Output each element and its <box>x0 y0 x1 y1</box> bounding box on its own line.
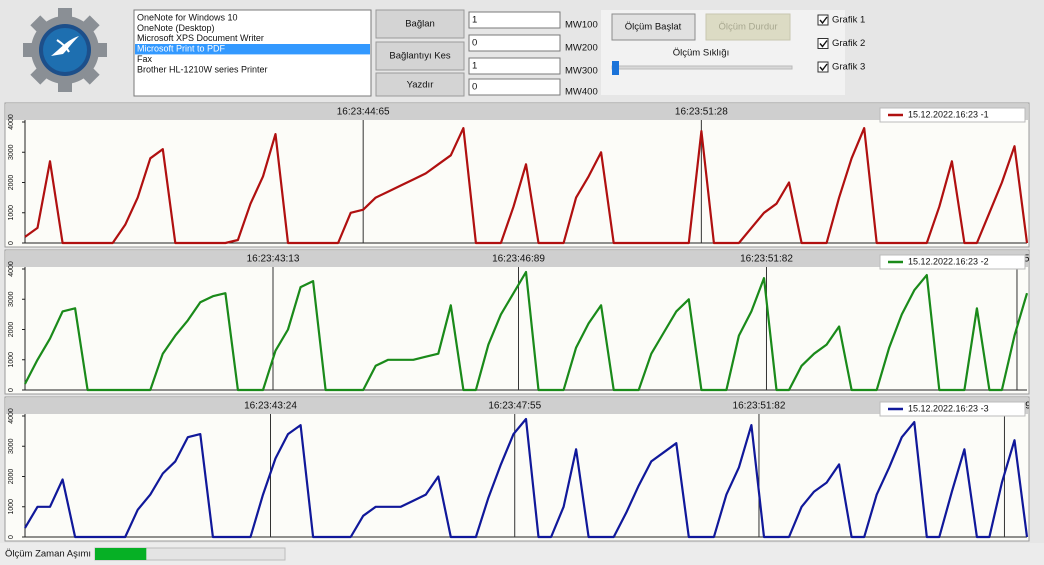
button-label: Ölçüm Başlat <box>625 22 682 33</box>
legend-label: 15.12.2022.16:23 -3 <box>908 403 989 413</box>
chart-panel <box>4 249 1030 395</box>
device-item[interactable]: OneNote for Windows 10 <box>137 12 238 22</box>
chart: 0 1000 2000 3000 4000 16:23:44:65 16:23:51:28 1… <box>4 102 1030 248</box>
register-label: MW400 <box>565 87 598 98</box>
logo <box>23 8 107 92</box>
device-item: Microsoft Print to PDF <box>137 44 226 54</box>
register-value: 1 <box>472 15 477 26</box>
chart-header <box>6 251 1028 267</box>
chart: 0 1000 2000 3000 4000 16:23:43:13 16:23:46:89 1… <box>4 249 1030 395</box>
y-tick-label: 2000 <box>8 469 15 485</box>
device-item: Brother HL-1210W series Printer <box>137 64 268 74</box>
legend-label: 15.12.2022.16:23 -1 <box>908 109 989 119</box>
check-mark <box>819 63 828 72</box>
legend-box <box>879 401 1026 417</box>
connect-button[interactable] <box>375 9 465 39</box>
time-label: 16:23:43:24 <box>244 401 297 412</box>
plot: 0 1000 2000 3000 4000 16:23:44:65 16:23:51:28 <box>8 107 1029 245</box>
legend-box <box>879 107 1026 123</box>
register-input[interactable] <box>468 78 561 96</box>
frequency-label: Ölçüm Sıklığı <box>673 48 730 59</box>
stop-button[interactable] <box>705 13 791 41</box>
button-label: Bağlan <box>405 19 435 30</box>
series-line <box>24 270 1029 392</box>
time-label: 16:23:43:13 <box>247 254 300 265</box>
register-label: MW200 <box>565 43 598 54</box>
checkbox[interactable] <box>817 38 829 49</box>
time-label: 16:23:51:82 <box>740 254 793 265</box>
y-tick-label: 3000 <box>8 291 15 307</box>
print-button[interactable] <box>375 72 465 97</box>
chart-header <box>6 398 1028 414</box>
start-button[interactable] <box>611 13 696 41</box>
register-label: MW300 <box>565 66 598 77</box>
device-item: Fax <box>137 54 153 64</box>
checkbox-label: Grafik 2 <box>832 38 865 49</box>
device-item: Microsoft XPS Document Writer <box>137 33 264 43</box>
checkbox-label: Grafik 1 <box>832 15 865 26</box>
button-label: Bağlantıyı Kes <box>389 51 451 62</box>
y-tick-label: 0 <box>8 241 15 245</box>
register-input[interactable] <box>468 57 561 75</box>
series-line <box>24 417 1029 539</box>
checkbox[interactable] <box>817 61 829 73</box>
register-label: MW100 <box>565 20 598 31</box>
checkbox[interactable] <box>817 14 829 26</box>
register-value: 1 <box>472 61 477 72</box>
slider-track <box>611 65 793 70</box>
y-tick-label: 4000 <box>8 261 15 277</box>
legend-box <box>879 254 1026 270</box>
y-tick-label: 1000 <box>8 205 15 221</box>
y-tick-label: 3000 <box>8 438 15 454</box>
device-item: OneNote (Desktop) <box>137 23 215 33</box>
chart-header <box>6 104 1028 120</box>
slider-thumb[interactable] <box>612 61 619 75</box>
chart-panel <box>4 396 1030 542</box>
y-tick-label: 1000 <box>8 499 15 515</box>
y-tick-label: 0 <box>8 535 15 539</box>
register-input[interactable] <box>468 34 561 52</box>
y-tick-label: 2000 <box>8 175 15 191</box>
y-tick-label: 0 <box>8 388 15 392</box>
y-tick-label: 1000 <box>8 352 15 368</box>
register-input[interactable] <box>468 11 561 29</box>
button-label: Yazdır <box>407 80 434 91</box>
time-label: 16:23:51:28 <box>675 107 728 118</box>
y-tick-label: 4000 <box>8 114 15 130</box>
register-value: 0 <box>472 82 477 93</box>
y-tick-label: 4000 <box>8 408 15 424</box>
check-mark <box>819 40 828 48</box>
register-value: 0 <box>472 38 477 49</box>
check-mark <box>819 16 828 25</box>
time-label: 16:23:44:65 <box>337 107 390 118</box>
chart-panel <box>4 102 1030 248</box>
status-label: Ölçüm Zaman Aşımı <box>5 549 91 560</box>
disconnect-button[interactable] <box>375 41 465 71</box>
time-label: 16:23:47:55 <box>488 401 541 412</box>
y-tick-label: 3000 <box>8 144 15 160</box>
series-line <box>24 127 1029 245</box>
checkbox-label: Grafik 3 <box>832 62 865 73</box>
selected-highlight <box>135 44 370 55</box>
time-label: 16:23:46:89 <box>492 254 545 265</box>
progress-fill <box>95 548 147 560</box>
legend-label: 15.12.2022.16:23 -2 <box>908 256 989 266</box>
button-label: Ölçüm Durdur <box>718 22 777 33</box>
time-label: 16:23:51:82 <box>733 401 786 412</box>
chart: 0 1000 2000 3000 4000 16:23:43:24 16:23:47:55 1… <box>4 396 1030 542</box>
y-tick-label: 2000 <box>8 322 15 338</box>
